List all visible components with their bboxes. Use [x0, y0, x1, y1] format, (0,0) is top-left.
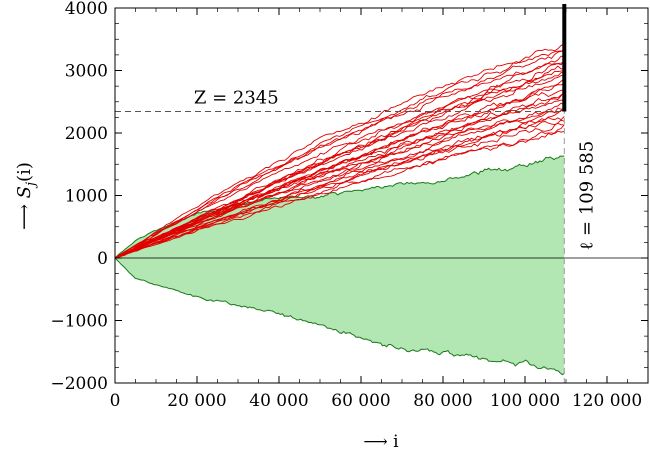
walk-series-12 — [115, 91, 565, 259]
envelope-lower-line — [115, 257, 565, 376]
axis-title-x: ⟶ i — [363, 432, 399, 452]
axis-title-y-prefix: ⟶ — [14, 198, 35, 230]
walk-series-23 — [115, 49, 565, 259]
axis-title-y-suffix: (i) — [14, 162, 35, 182]
walk-series-22 — [115, 55, 565, 259]
x-tick-label-3: 60 000 — [331, 391, 390, 411]
y-tick-label-1: −1000 — [50, 312, 108, 332]
x-tick-label-4: 80 000 — [413, 391, 472, 411]
x-tick-label-6: 120 000 — [572, 391, 642, 411]
y-tick-label-2: 0 — [97, 249, 108, 269]
axis-title-y-symbol: S — [14, 186, 35, 198]
y-tick-label-0: −2000 — [50, 374, 108, 394]
walk-series-8 — [115, 108, 565, 259]
y-tick-label-4: 2000 — [65, 124, 108, 144]
walk-series-3 — [115, 119, 565, 259]
axis-title-y-subscript: j — [24, 182, 39, 189]
walk-series-14 — [115, 83, 565, 259]
walk-series-25 — [115, 43, 565, 259]
walk-series-6 — [115, 110, 565, 259]
axis-title-y: ⟶ Sj(i) — [14, 162, 39, 230]
x-tick-label-1: 20 000 — [167, 391, 226, 411]
y-tick-label-6: 4000 — [65, 0, 108, 19]
walk-series-2 — [115, 124, 565, 259]
x-tick-label-0: 0 — [110, 391, 121, 411]
walk-series-5 — [115, 116, 565, 259]
walk-series-15 — [115, 78, 565, 259]
ell-annotation-label: ℓ = 109 585 — [576, 141, 597, 251]
z-annotation-label: Z = 2345 — [194, 87, 279, 108]
x-tick-label-5: 100 000 — [490, 391, 560, 411]
walk-series-24 — [115, 50, 565, 259]
y-tick-label-5: 3000 — [65, 62, 108, 82]
y-tick-label-3: 1000 — [65, 187, 108, 207]
x-tick-label-2: 40 000 — [249, 391, 308, 411]
envelope-fill — [115, 155, 565, 375]
